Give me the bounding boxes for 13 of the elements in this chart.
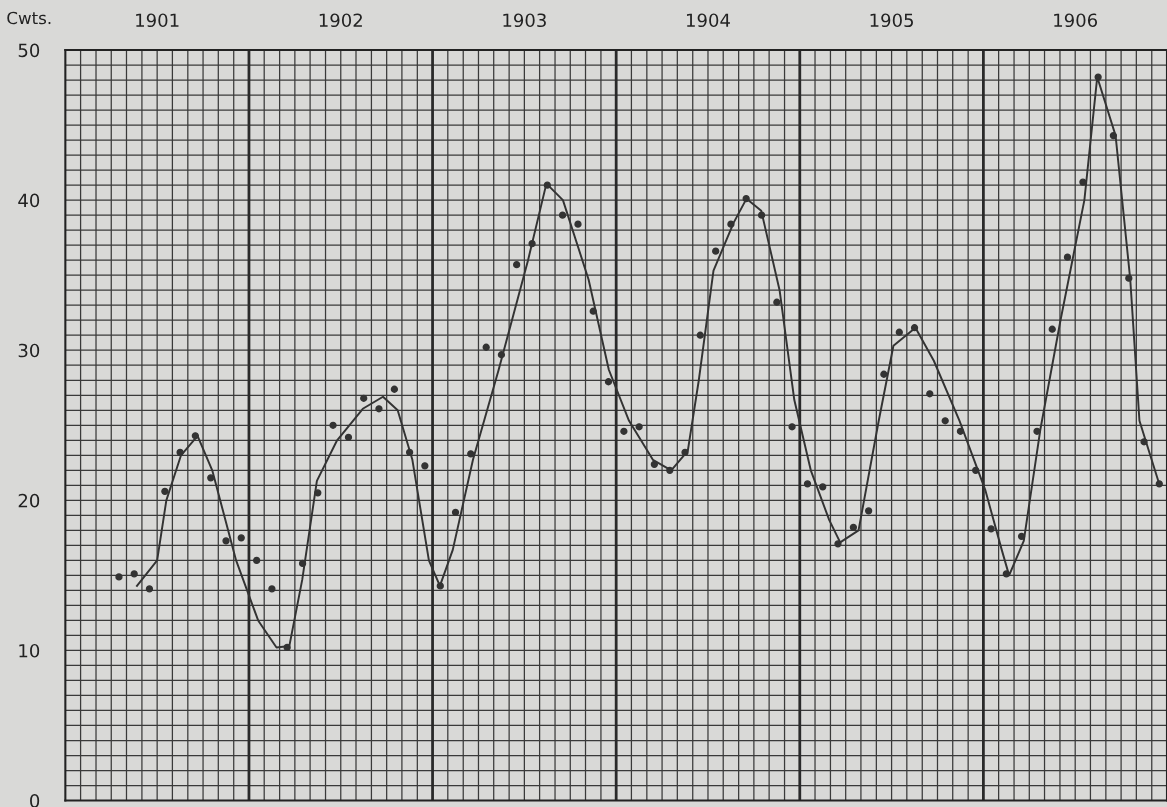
x-tick-label: 1901 <box>136 13 179 28</box>
y-tick-label: 50 <box>18 43 40 58</box>
y-tick-label: 10 <box>19 643 40 658</box>
x-tick-label: 1905 <box>870 13 913 28</box>
y-tick-label: 40 <box>18 193 40 208</box>
y-axis-title: Cwts. <box>7 11 51 25</box>
y-tick-label: 20 <box>18 493 40 508</box>
y-tick-label: 30 <box>18 343 40 358</box>
x-tick-label: 1906 <box>1054 13 1098 28</box>
y-tick-label: 0 <box>30 794 40 807</box>
x-tick-label: 1903 <box>503 13 546 28</box>
x-tick-label: 1902 <box>319 13 362 28</box>
x-tick-label: 1904 <box>686 13 730 28</box>
